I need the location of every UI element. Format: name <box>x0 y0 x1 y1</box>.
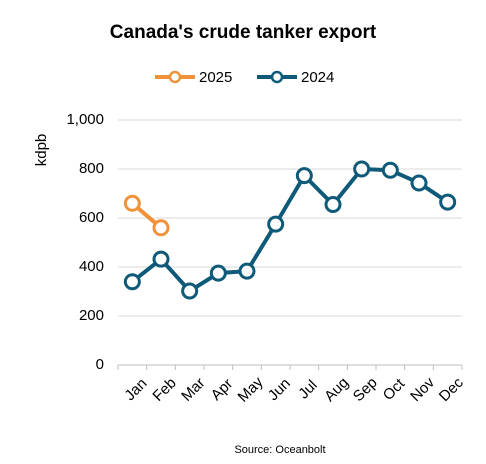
data-point <box>410 174 428 192</box>
data-point <box>152 219 170 237</box>
series-line <box>131 167 449 294</box>
x-tick-label: Jun <box>265 375 294 404</box>
y-tick-label: 1,000 <box>66 111 104 128</box>
data-point <box>381 161 399 179</box>
data-point <box>209 264 227 282</box>
data-point <box>267 215 285 233</box>
x-tick-label: May <box>235 373 267 405</box>
x-tick-label: Jul <box>295 377 321 403</box>
data-point <box>123 194 141 212</box>
data-point <box>353 160 371 178</box>
data-point <box>238 262 256 280</box>
x-tick-label: Mar <box>178 374 208 404</box>
y-tick-label: 800 <box>79 160 104 177</box>
x-tick-label: Dec <box>436 374 467 405</box>
source: Source: Oceanbolt <box>234 444 325 456</box>
x-tick-label: Sep <box>350 374 381 405</box>
x-tick-label: Oct <box>380 375 409 404</box>
y-tick-label: 600 <box>79 209 104 226</box>
y-axis-label: kdpb <box>33 134 50 167</box>
x-tick-label: Aug <box>321 374 352 405</box>
legend-marker <box>270 70 284 84</box>
data-point <box>324 196 342 214</box>
legend-label: 2024 <box>301 69 334 86</box>
data-point <box>123 273 141 291</box>
chart-title: Canada's crude tanker export <box>110 22 377 43</box>
data-point <box>152 250 170 268</box>
data-point <box>439 193 457 211</box>
legend-marker <box>168 70 182 84</box>
y-tick-label: 400 <box>79 258 104 275</box>
y-tick-label: 0 <box>96 356 104 373</box>
x-tick-label: Jan <box>121 375 150 404</box>
legend-label: 2025 <box>199 69 232 86</box>
data-point <box>295 167 313 185</box>
x-tick-label: Apr <box>208 375 237 404</box>
data-point <box>181 282 199 300</box>
x-tick-label: Feb <box>149 374 179 404</box>
y-tick-label: 200 <box>79 307 104 324</box>
x-tick-label: Nov <box>407 374 438 405</box>
